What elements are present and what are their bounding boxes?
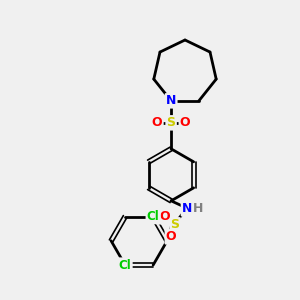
Text: O: O [166, 230, 176, 243]
Text: H: H [193, 202, 203, 215]
Text: O: O [152, 116, 162, 129]
Text: N: N [182, 202, 192, 215]
Text: O: O [180, 116, 190, 129]
Text: N: N [166, 94, 176, 107]
Text: S: S [167, 116, 176, 129]
Text: O: O [160, 210, 170, 223]
Text: S: S [171, 218, 180, 231]
Text: Cl: Cl [119, 259, 131, 272]
Text: Cl: Cl [147, 210, 160, 223]
